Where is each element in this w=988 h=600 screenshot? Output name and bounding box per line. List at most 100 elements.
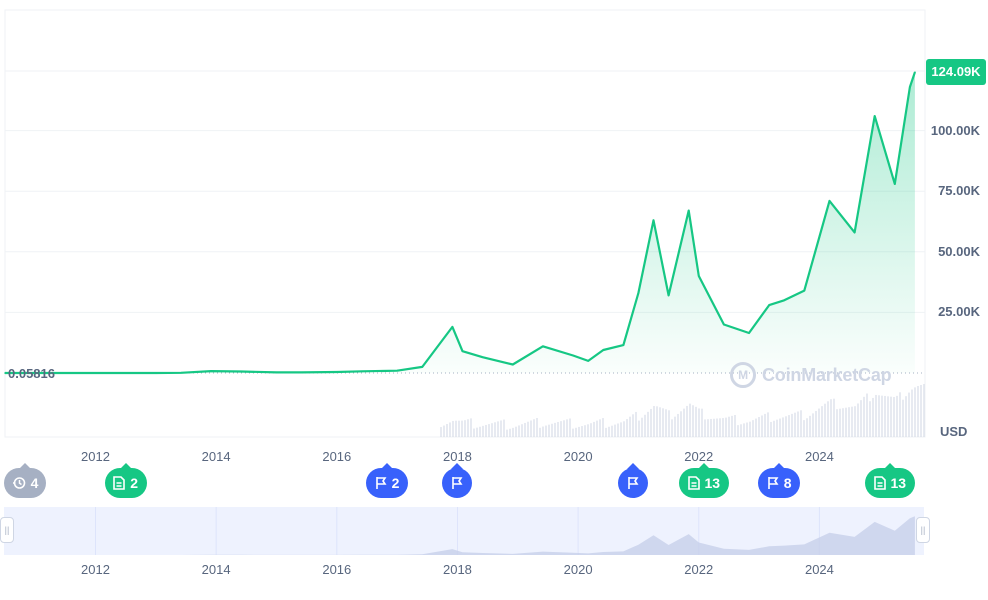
event-marker-flag-2018[interactable] <box>442 463 473 498</box>
volume-bar <box>536 418 538 437</box>
volume-bar <box>614 424 616 437</box>
volume-bar <box>881 395 883 437</box>
volume-bar <box>911 389 913 437</box>
volume-bar <box>830 399 832 437</box>
volume-bar <box>893 397 895 437</box>
price-point <box>572 354 574 357</box>
price-point <box>94 372 97 374</box>
volume-bar <box>875 394 877 437</box>
price-point <box>481 356 484 359</box>
volume-bar <box>794 412 796 437</box>
event-marker-news-2012[interactable]: 2 <box>104 463 147 498</box>
volume-bar <box>635 411 637 437</box>
volume-bar <box>506 429 508 437</box>
price-point <box>602 349 605 351</box>
volume-bar <box>749 421 751 437</box>
volume-bar <box>548 424 550 437</box>
volume-bar <box>707 419 709 437</box>
event-marker-flag-2023[interactable]: 8 <box>758 463 801 498</box>
volume-bar <box>587 424 589 437</box>
volume-bar <box>851 406 853 437</box>
volume-bar <box>806 418 808 437</box>
volume-bar <box>773 420 775 437</box>
volume-bar <box>779 418 781 437</box>
document-icon <box>687 476 700 490</box>
volume-bar <box>689 403 691 437</box>
volume-bar <box>782 417 784 437</box>
volume-bar <box>680 411 682 437</box>
volume-bar <box>899 392 901 437</box>
volume-bar <box>872 397 874 437</box>
navigator-right-handle[interactable]: || <box>916 517 930 543</box>
y-tick-label: 75.00K <box>938 183 980 199</box>
price-point <box>210 370 212 372</box>
volume-bar <box>677 413 679 437</box>
event-marker-news-2022[interactable]: 13 <box>678 463 729 498</box>
volume-bar <box>698 408 700 437</box>
navigator-left-handle[interactable]: || <box>0 517 14 543</box>
event-marker-news-2025[interactable]: 13 <box>864 463 915 498</box>
volume-bar <box>758 417 760 437</box>
volume-bar <box>464 420 466 437</box>
volume-bar <box>578 426 580 437</box>
volume-bar <box>686 405 688 437</box>
price-point <box>461 350 464 352</box>
volume-bar <box>479 426 481 437</box>
price-point <box>637 292 640 294</box>
volume-bar <box>863 396 865 437</box>
volume-bar <box>563 420 565 437</box>
volume-bar <box>755 418 757 437</box>
volume-bar <box>602 418 604 437</box>
event-marker-flag-2016[interactable]: 2 <box>366 463 409 498</box>
volume-bar <box>593 421 595 437</box>
navigator-x-tick-label: 2024 <box>804 562 834 577</box>
volume-bar <box>500 420 502 437</box>
volume-bar <box>656 406 658 437</box>
price-point <box>723 323 725 326</box>
volume-bar <box>554 422 556 437</box>
volume-bar <box>821 406 823 437</box>
volume-bar <box>509 428 511 437</box>
volume-bar <box>458 420 460 437</box>
volume-bar <box>731 415 733 437</box>
price-point <box>542 345 544 348</box>
volume-bar <box>800 410 802 437</box>
volume-bar <box>761 415 763 437</box>
volume-bar <box>569 418 571 437</box>
price-point <box>853 231 856 234</box>
volume-bar <box>836 409 838 437</box>
volume-bar <box>482 425 484 437</box>
price-point <box>240 370 243 373</box>
volume-bar <box>848 407 850 437</box>
volume-bar <box>488 424 490 437</box>
watermark-text: CoinMarketCap <box>762 364 892 385</box>
volume-bar <box>626 419 628 437</box>
current-price-tag: 124.09K <box>926 59 986 85</box>
volume-bar <box>512 427 514 437</box>
price-point <box>4 372 6 374</box>
event-marker-flag-2020[interactable] <box>618 463 649 498</box>
volume-bar <box>920 385 922 437</box>
volume-bar <box>767 412 769 437</box>
volume-bar <box>566 419 568 437</box>
price-point <box>511 363 514 366</box>
volume-bar <box>617 423 619 437</box>
volume-bar <box>533 419 535 437</box>
range-navigator[interactable] <box>4 507 924 555</box>
volume-bar <box>623 421 625 437</box>
currency-label: USD <box>940 424 968 439</box>
volume-bar <box>452 420 454 437</box>
price-point <box>275 371 278 374</box>
volume-bar <box>551 423 553 437</box>
volume-bar <box>704 419 706 437</box>
volume-bar <box>869 401 871 437</box>
price-point <box>914 71 916 74</box>
volume-bar <box>470 418 472 437</box>
volume-bar <box>596 420 598 437</box>
volume-bar <box>827 401 829 437</box>
event-marker-history[interactable]: 4 <box>4 463 46 498</box>
price-point <box>768 304 770 306</box>
volume-bar <box>647 411 649 437</box>
volume-bar <box>560 421 562 437</box>
